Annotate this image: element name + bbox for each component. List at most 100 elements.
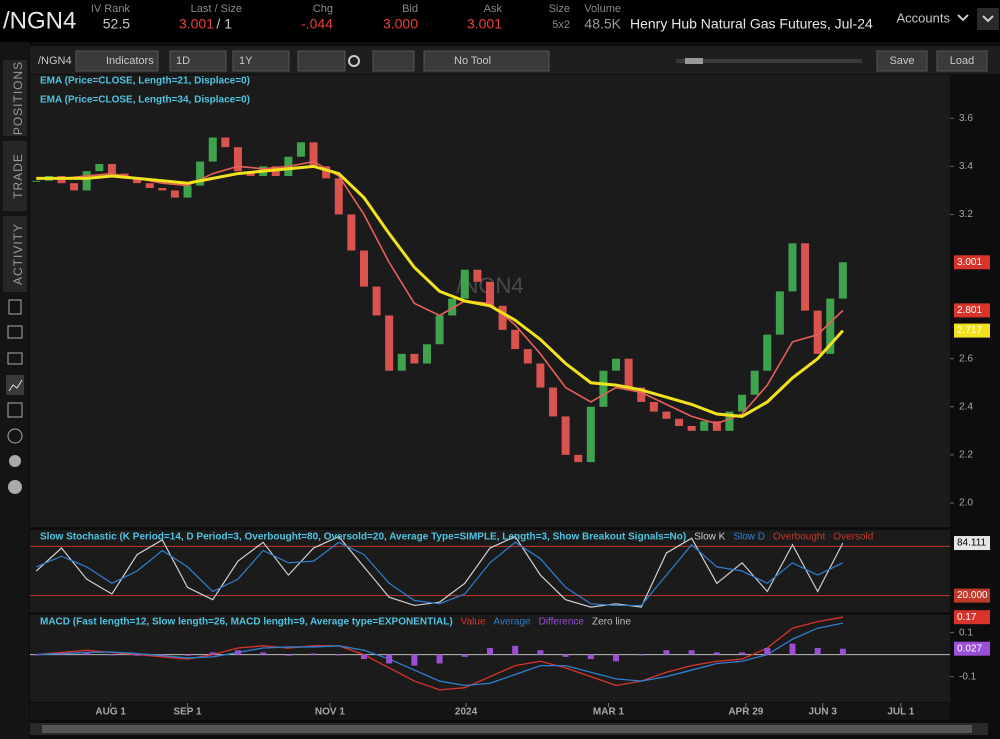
- candle: [334, 178, 343, 215]
- price-marker: [954, 536, 990, 551]
- side-tab[interactable]: [3, 60, 27, 136]
- range-label[interactable]: 1Y: [239, 55, 253, 67]
- field-label: IV Rank: [91, 3, 131, 15]
- legend-entry: Slow D: [733, 532, 765, 543]
- histogram-bar: [638, 654, 645, 656]
- side-tab-label[interactable]: ACTIVITY: [11, 223, 25, 285]
- scroll-thumb[interactable]: [42, 725, 972, 733]
- side-icon[interactable]: [8, 299, 22, 315]
- candle: [612, 358, 621, 371]
- histogram-bar: [134, 654, 141, 656]
- toolbar-symbol[interactable]: /NGN4: [38, 55, 72, 67]
- candle: [763, 334, 772, 371]
- field-label: Size: [549, 3, 570, 15]
- side-tab-label[interactable]: POSITIONS: [11, 61, 25, 135]
- candle: [372, 286, 381, 316]
- candle: [133, 178, 142, 184]
- price-marker: [954, 303, 990, 318]
- histogram-bar: [411, 654, 418, 666]
- legend-entry: Overbought: [773, 532, 825, 543]
- side-icon[interactable]: [7, 325, 23, 339]
- chart-type-dropdown[interactable]: [297, 50, 346, 72]
- candle: [549, 387, 558, 417]
- interval-label[interactable]: 1D: [176, 55, 190, 67]
- field-label: Bid: [402, 3, 418, 15]
- field-label: Ask: [484, 3, 503, 15]
- price-marker: [954, 610, 990, 625]
- candle: [599, 370, 608, 407]
- price-marker: [954, 323, 990, 338]
- field-label: Chg: [313, 3, 333, 15]
- description: Henry Hub Natural Gas Futures, Jul-24: [630, 16, 873, 32]
- settings-icon[interactable]: [348, 55, 360, 67]
- histogram-bar: [386, 654, 393, 664]
- macd-panel: [30, 615, 950, 702]
- zoom-handle[interactable]: [685, 58, 703, 64]
- save-button[interactable]: [876, 50, 928, 72]
- chart-icon: [8, 379, 23, 392]
- side-icon[interactable]: [9, 455, 21, 467]
- menu-button[interactable]: [977, 8, 999, 30]
- candle: [750, 370, 759, 395]
- side-icon[interactable]: [7, 402, 23, 418]
- help-icon[interactable]: [8, 480, 22, 494]
- candle: [221, 137, 230, 148]
- load-label[interactable]: Load: [950, 55, 974, 67]
- side-tab[interactable]: [3, 216, 27, 292]
- drawing-dropdown[interactable]: [372, 50, 415, 72]
- range-dropdown[interactable]: [232, 50, 290, 72]
- histogram-bar: [184, 654, 191, 656]
- candle: [473, 269, 482, 282]
- candle: [586, 406, 595, 463]
- x-tick-label: JUL 1: [887, 707, 914, 718]
- histogram-bar: [789, 643, 796, 655]
- field-value: 48.5K: [584, 16, 621, 32]
- x-tick-label: NOV 1: [315, 707, 345, 718]
- indicators-label[interactable]: Indicators: [106, 55, 154, 67]
- price-marker: [954, 255, 990, 270]
- histogram-bar: [436, 654, 443, 664]
- interval-dropdown[interactable]: [169, 50, 227, 72]
- tool-label[interactable]: No Tool: [454, 55, 491, 67]
- side-icon-active[interactable]: [6, 375, 24, 395]
- histogram-bar: [713, 652, 720, 655]
- histogram-bar: [562, 654, 569, 657]
- x-tick-label: APR 29: [728, 707, 763, 718]
- candle: [435, 315, 444, 345]
- candle: [838, 262, 847, 299]
- indicators-button[interactable]: [75, 50, 159, 72]
- side-icon[interactable]: [7, 428, 23, 444]
- tool-dropdown[interactable]: [423, 50, 550, 72]
- x-tick-label: MAR 1: [593, 707, 625, 718]
- side-tab[interactable]: [3, 141, 27, 211]
- legend-entry: Slow K: [694, 532, 725, 543]
- field-value: 5x2: [552, 19, 570, 31]
- candle: [170, 190, 179, 198]
- candle: [422, 344, 431, 364]
- candle: [687, 426, 696, 431]
- candle: [95, 163, 104, 172]
- candle: [309, 142, 318, 167]
- side-icon[interactable]: [7, 352, 23, 365]
- load-button[interactable]: [936, 50, 988, 72]
- candle: [82, 171, 91, 191]
- accounts-menu[interactable]: Accounts: [897, 10, 951, 25]
- chevron-icon[interactable]: [957, 14, 969, 22]
- candle: [637, 387, 646, 402]
- ema-line: [36, 164, 844, 418]
- legend-entry: Average: [494, 617, 532, 628]
- candle: [574, 454, 583, 463]
- zoom-slider[interactable]: [676, 59, 862, 63]
- menu-icon: [982, 15, 994, 23]
- candle: [145, 183, 154, 188]
- save-label[interactable]: Save: [889, 55, 914, 67]
- histogram-bar: [512, 645, 519, 655]
- x-tick-label: 2024: [455, 707, 478, 718]
- field-value: / 1: [216, 16, 232, 32]
- side-tab-label[interactable]: TRADE: [11, 153, 25, 199]
- candle: [700, 421, 709, 431]
- candle: [397, 353, 406, 371]
- time-axis: [30, 703, 950, 720]
